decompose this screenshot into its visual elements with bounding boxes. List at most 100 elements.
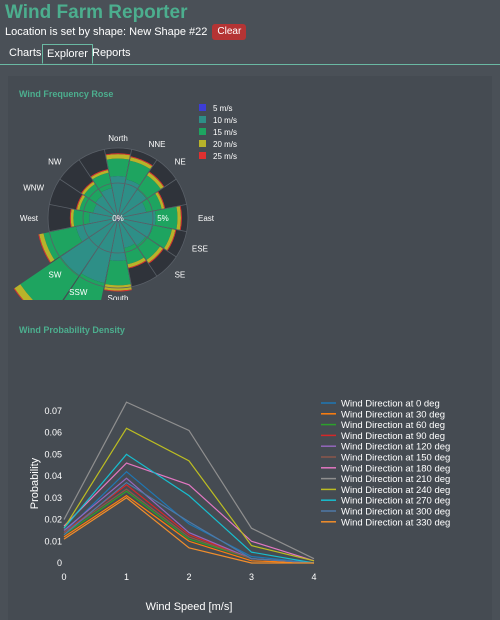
rose-bar — [125, 160, 151, 186]
rose-bar — [110, 176, 126, 216]
rose-bar — [93, 204, 116, 218]
rose-bar — [79, 196, 97, 213]
density-series-line — [63, 401, 315, 560]
rose-bar — [118, 179, 140, 216]
rose-bar — [14, 284, 34, 300]
rose-grid-spoke — [117, 217, 187, 233]
rose-direction-label: East — [198, 214, 215, 223]
tab-bar: Charts Explorer Reports — [0, 44, 500, 65]
rose-bar — [157, 191, 166, 209]
legend-label: Wind Direction at 240 deg — [341, 485, 450, 496]
rose-bar — [76, 194, 83, 210]
rose-bar — [105, 260, 131, 286]
legend-label: Wind Direction at 180 deg — [341, 463, 450, 474]
rose-grid-spoke — [117, 203, 187, 219]
rose-legend-label: 15 m/s — [213, 128, 237, 137]
rose-bar — [119, 219, 146, 246]
rose-bar — [91, 170, 109, 180]
y-tick-label: 0.03 — [44, 493, 62, 503]
rose-grid-spoke — [117, 159, 158, 219]
rose-grid-spoke — [117, 178, 177, 219]
legend-label: Wind Direction at 300 deg — [341, 507, 450, 518]
x-tick-label: 3 — [249, 572, 254, 582]
rose-bar — [120, 218, 154, 238]
rose-legend-swatch — [199, 140, 206, 147]
density-series-line — [63, 427, 315, 562]
rose-grid-spoke — [117, 217, 133, 287]
legend-label: Wind Direction at 90 deg — [341, 431, 445, 442]
rose-grid-spoke — [78, 217, 119, 277]
density-series-line — [63, 462, 315, 562]
rose-direction-label: South — [108, 294, 129, 300]
density-series-line — [63, 494, 315, 564]
tab-charts[interactable]: Charts — [9, 47, 42, 59]
rose-bar — [95, 195, 117, 217]
location-row: Location is set by shape: New Shape #22 … — [5, 24, 247, 40]
rose-bar — [118, 220, 135, 248]
legend-label: Wind Direction at 120 deg — [341, 442, 450, 453]
rose-grid-spoke — [117, 217, 158, 277]
rose-legend-label: 25 m/s — [213, 152, 237, 161]
rose-direction-label: WNW — [23, 183, 44, 192]
rose-bar — [109, 221, 127, 261]
rose-bar — [127, 257, 146, 268]
rose-bar — [155, 192, 165, 209]
rose-radial-tick: 5% — [157, 214, 169, 223]
rose-legend-swatch — [199, 104, 206, 111]
rose-direction-label: West — [20, 214, 39, 223]
clear-button[interactable]: Clear — [212, 24, 247, 40]
rose-grid-spoke — [59, 178, 119, 219]
rose-bar — [154, 206, 178, 230]
rose-bar — [89, 212, 116, 224]
wind-rose-title: Wind Frequency Rose — [19, 89, 114, 99]
rose-bar — [148, 248, 164, 264]
rose-grid-ring — [82, 182, 154, 254]
legend-label: Wind Direction at 60 deg — [341, 420, 445, 431]
rose-grid-spoke — [49, 217, 119, 233]
rose-legend-swatch — [199, 116, 206, 123]
rose-bar — [81, 181, 94, 194]
y-axis-label: Probability — [29, 457, 41, 509]
rose-legend-swatch — [199, 152, 206, 159]
legend-label: Wind Direction at 150 deg — [341, 453, 450, 464]
density-series-line — [63, 497, 314, 564]
rose-direction-label: SW — [49, 271, 62, 280]
rose-grid-spoke — [59, 217, 119, 258]
rose-bar — [39, 233, 55, 263]
rose-bar — [179, 205, 182, 231]
rose-bar — [146, 246, 163, 263]
y-tick-label: 0.06 — [44, 428, 62, 438]
legend-label: Wind Direction at 270 deg — [341, 496, 450, 507]
rose-bar — [142, 193, 162, 213]
rose-bar — [129, 157, 153, 170]
rose-bar — [120, 210, 156, 226]
density-series-line — [63, 477, 315, 564]
rose-bar — [104, 284, 132, 291]
rose-bar — [64, 273, 105, 300]
rose-bar — [69, 208, 72, 228]
tab-reports[interactable]: Reports — [92, 47, 131, 59]
tab-explorer[interactable]: Explorer — [42, 44, 93, 64]
rose-bar — [76, 218, 116, 242]
y-tick-label: 0.02 — [44, 515, 62, 525]
rose-bar — [130, 156, 153, 167]
legend-label: Wind Direction at 30 deg — [341, 409, 445, 420]
x-tick-label: 2 — [186, 572, 191, 582]
rose-bar — [148, 171, 165, 188]
rose-grid-spoke — [103, 149, 119, 219]
rose-bar — [43, 226, 83, 260]
legend-label: Wind Direction at 330 deg — [341, 517, 450, 528]
rose-bar — [76, 194, 86, 211]
rose-legend-label: 20 m/s — [213, 140, 237, 149]
rose-legend-label: 5 m/s — [213, 104, 233, 113]
y-tick-label: 0.04 — [44, 471, 62, 481]
rose-bar — [106, 158, 130, 177]
rose-bar — [38, 234, 51, 263]
y-tick-label: 0 — [57, 558, 62, 568]
rose-grid-spoke — [117, 149, 133, 219]
x-axis-label: Wind Speed [m/s] — [146, 601, 233, 613]
wind-rose-chart: 0% 5% North NNE NE East ESE SE South SSW SW West WNW… — [13, 104, 237, 300]
rose-direction-label: SE — [175, 271, 186, 280]
rose-bar — [70, 209, 75, 227]
density-chart-title: Wind Probability Density — [19, 325, 125, 335]
